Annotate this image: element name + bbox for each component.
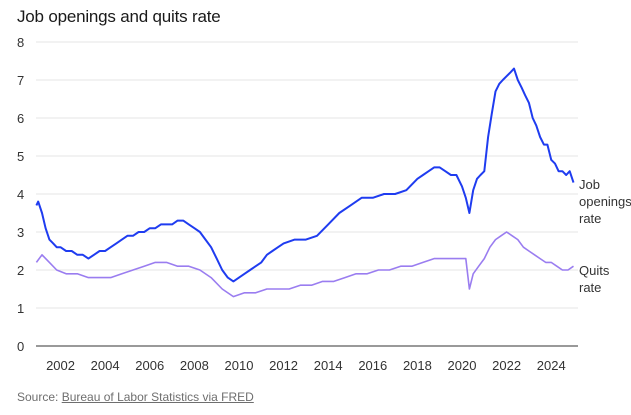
x-tick-label: 2008 <box>180 358 209 373</box>
source-note: Source: Bureau of Labor Statistics via F… <box>17 390 254 404</box>
x-tick-label: 2018 <box>403 358 432 373</box>
x-tick-label: 2010 <box>225 358 254 373</box>
quits-rate-label: Quits rate <box>579 263 610 295</box>
series-lines <box>35 67 575 298</box>
x-tick-label: 2024 <box>537 358 566 373</box>
y-tick-label: 8 <box>17 35 24 50</box>
y-tick-label: 3 <box>17 225 24 240</box>
y-tick-label: 7 <box>17 73 24 88</box>
source-prefix: Source: <box>17 390 62 404</box>
x-tick-label: 2006 <box>135 358 164 373</box>
x-tick-label: 2022 <box>492 358 521 373</box>
x-tick-label: 2014 <box>314 358 343 373</box>
job-openings-line <box>35 67 575 283</box>
x-tick-label: 2004 <box>91 358 120 373</box>
chart-title: Job openings and quits rate <box>17 7 221 26</box>
y-tick-label: 4 <box>17 187 24 202</box>
x-tick-label: 2020 <box>448 358 477 373</box>
x-axis-ticks: 2002 2004 2006 2008 2010 2012 2014 2016 2018 2020… <box>46 358 566 373</box>
gridlines <box>36 41 578 347</box>
y-tick-label: 2 <box>17 263 24 278</box>
y-tick-label: 6 <box>17 111 24 126</box>
source-link[interactable]: Bureau of Labor Statistics via FRED <box>61 390 254 404</box>
x-tick-label: 2016 <box>358 358 387 373</box>
x-tick-label: 2002 <box>46 358 75 373</box>
series-end-labels: Job openings rate Quits rate <box>579 177 631 295</box>
quits-rate-line <box>35 231 574 298</box>
y-axis-ticks: 0 1 2 3 4 5 6 7 8 <box>17 35 24 354</box>
y-tick-label: 1 <box>17 301 24 316</box>
y-tick-label: 0 <box>17 339 24 354</box>
job-openings-label: Job openings rate <box>579 177 631 226</box>
y-tick-label: 5 <box>17 149 24 164</box>
x-tick-label: 2012 <box>269 358 298 373</box>
